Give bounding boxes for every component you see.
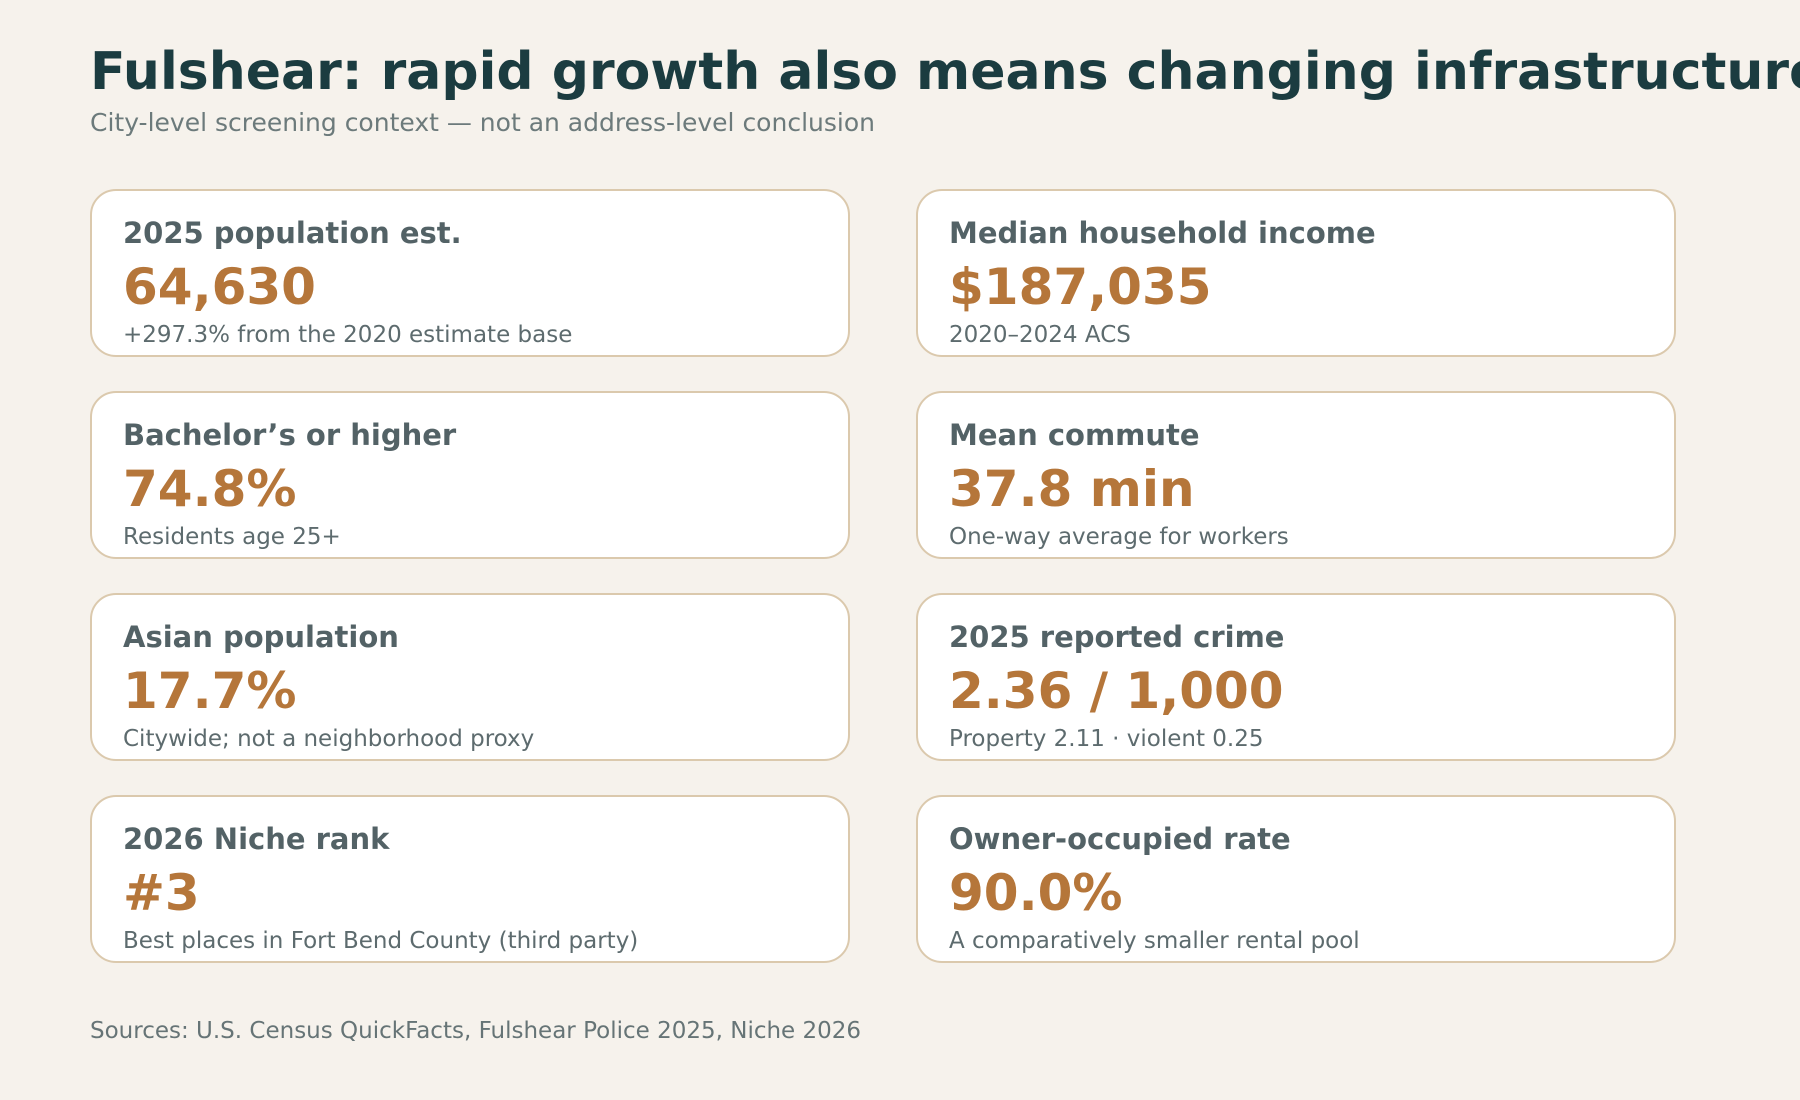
- stat-card-income: Median household income $187,035 2020–20…: [916, 189, 1676, 357]
- stat-value: 74.8%: [123, 460, 297, 518]
- stat-value: 2.36 / 1,000: [949, 662, 1284, 720]
- stat-label: 2025 reported crime: [949, 620, 1285, 654]
- stat-value: 37.8 min: [949, 460, 1195, 518]
- stat-label: Median household income: [949, 216, 1376, 250]
- stat-label: 2025 population est.: [123, 216, 462, 250]
- sources-footnote: Sources: U.S. Census QuickFacts, Fulshea…: [90, 1018, 862, 1044]
- stat-card-crime: 2025 reported crime 2.36 / 1,000 Propert…: [916, 593, 1676, 761]
- stat-value: #3: [123, 864, 200, 922]
- stat-card-niche-rank: 2026 Niche rank #3 Best places in Fort B…: [90, 795, 850, 963]
- stat-note: A comparatively smaller rental pool: [949, 928, 1360, 954]
- stat-card-education: Bachelor’s or higher 74.8% Residents age…: [90, 391, 850, 559]
- stat-note: Citywide; not a neighborhood proxy: [123, 726, 535, 752]
- stat-value: 90.0%: [949, 864, 1123, 922]
- stat-note: 2020–2024 ACS: [949, 322, 1131, 348]
- stat-label: Asian population: [123, 620, 399, 654]
- page-subtitle: City-level screening context — not an ad…: [90, 108, 875, 137]
- stat-note: One-way average for workers: [949, 524, 1289, 550]
- stat-label: 2026 Niche rank: [123, 822, 390, 856]
- stat-value: 17.7%: [123, 662, 297, 720]
- stat-label: Owner-occupied rate: [949, 822, 1291, 856]
- stat-card-owner-occupied: Owner-occupied rate 90.0% A comparativel…: [916, 795, 1676, 963]
- stat-note: Residents age 25+: [123, 524, 341, 550]
- stat-value: $187,035: [949, 258, 1212, 316]
- stats-grid: 2025 population est. 64,630 +297.3% from…: [90, 189, 1676, 963]
- stat-note: Property 2.11 · violent 0.25: [949, 726, 1264, 752]
- stat-note: +297.3% from the 2020 estimate base: [123, 322, 573, 348]
- stat-card-commute: Mean commute 37.8 min One-way average fo…: [916, 391, 1676, 559]
- stat-note: Best places in Fort Bend County (third p…: [123, 928, 639, 954]
- stat-card-population: 2025 population est. 64,630 +297.3% from…: [90, 189, 850, 357]
- stat-card-asian-population: Asian population 17.7% Citywide; not a n…: [90, 593, 850, 761]
- stat-label: Bachelor’s or higher: [123, 418, 457, 452]
- stat-value: 64,630: [123, 258, 316, 316]
- page-title: Fulshear: rapid growth also means changi…: [90, 42, 1800, 102]
- stat-label: Mean commute: [949, 418, 1200, 452]
